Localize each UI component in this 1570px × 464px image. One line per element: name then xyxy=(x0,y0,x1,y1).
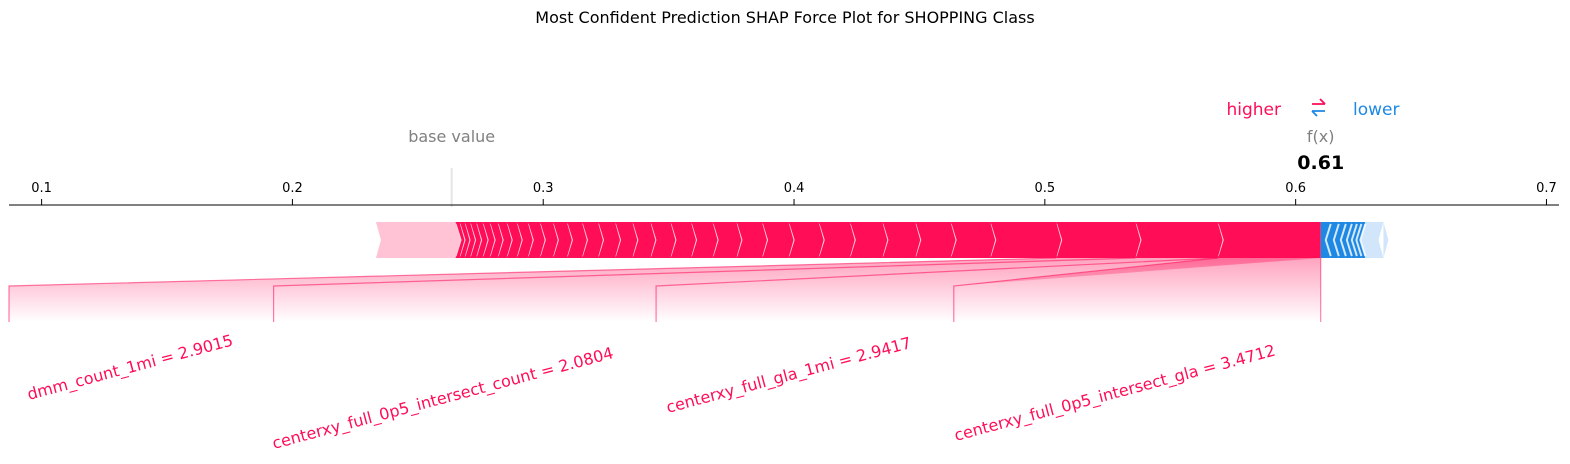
positive-bar-segment xyxy=(650,222,676,258)
connector-line xyxy=(655,257,1218,322)
feature-label: centerxy_full_gla_1mi = 2.9417 xyxy=(664,333,913,418)
connector-fade xyxy=(9,258,1136,322)
negative-bar-tip xyxy=(1383,222,1389,258)
x-tick-label: 0.7 xyxy=(1536,181,1557,196)
positive-bar-segment xyxy=(527,222,545,258)
negative-bar-separator xyxy=(1332,223,1340,257)
connector-line xyxy=(273,257,1136,322)
base-value-label: base value xyxy=(408,127,495,146)
negative-bar-separator xyxy=(1350,223,1358,257)
positive-bar-segment xyxy=(818,222,855,258)
positive-bar-segment xyxy=(506,222,522,258)
positive-bar-segment xyxy=(375,222,461,258)
positive-bar-segment xyxy=(690,222,718,258)
positive-bar-segment xyxy=(736,222,767,258)
negative-bar-separator xyxy=(1339,223,1347,257)
positive-bar-segment xyxy=(1217,222,1321,258)
negative-bar-separator xyxy=(1324,223,1332,257)
chart-title: Most Confident Prediction SHAP Force Plo… xyxy=(535,8,1034,27)
output-label: f(x) xyxy=(1307,127,1335,146)
positive-bar-segment xyxy=(882,222,921,258)
feature-label: centerxy_full_0p5_intersect_count = 2.08… xyxy=(270,343,616,454)
positive-bar-segment xyxy=(539,222,558,258)
positive-bar-segment xyxy=(1056,222,1141,258)
x-tick-label: 0.4 xyxy=(784,181,805,196)
positive-bar-segment xyxy=(614,222,638,258)
connector-fade xyxy=(953,258,1321,322)
negative-bar-segment xyxy=(1351,222,1362,258)
positive-bar-segment xyxy=(516,222,533,258)
x-axis-ticks: 0.1 0.2 0.3 0.4 0.5 0.6 0.7 xyxy=(31,181,1557,205)
positive-bar-segment xyxy=(788,222,824,258)
positive-bar-segment xyxy=(581,222,603,258)
positive-bar-segment xyxy=(1135,222,1223,258)
negative-bar-segment xyxy=(1360,222,1384,258)
positive-bar-segment xyxy=(552,222,572,258)
x-tick-label: 0.3 xyxy=(533,181,554,196)
output-value: 0.61 xyxy=(1297,152,1344,174)
positive-bar-segment xyxy=(990,222,1062,258)
x-tick-label: 0.1 xyxy=(31,181,52,196)
connector-fade xyxy=(656,258,1321,322)
feature-label: dmm_count_1mi = 2.9015 xyxy=(25,331,235,405)
negative-bar-separator xyxy=(1355,223,1363,257)
positive-bar-segment xyxy=(712,222,742,258)
feature-labels: dmm_count_1mi = 2.9015 centerxy_full_0p5_… xyxy=(25,331,1278,454)
feature-label-connectors xyxy=(8,257,1321,322)
legend-lower: lower xyxy=(1353,100,1399,120)
connector-line xyxy=(8,257,1057,322)
force-bar xyxy=(375,222,1389,258)
x-tick-label: 0.6 xyxy=(1285,181,1306,196)
x-tick-label: 0.2 xyxy=(282,181,303,196)
connector-line xyxy=(953,257,1218,322)
negative-bar-separator xyxy=(1345,223,1353,257)
feature-label: centerxy_full_0p5_intersect_gla = 3.4712 xyxy=(952,341,1278,446)
legend-higher: higher xyxy=(1226,100,1281,120)
x-tick-label: 0.5 xyxy=(1034,181,1055,196)
positive-bar-segment xyxy=(849,222,888,258)
positive-bar-segment xyxy=(670,222,696,258)
positive-bar-segment xyxy=(497,222,512,258)
positive-bar-segment xyxy=(950,222,996,258)
positive-bar-segment xyxy=(597,222,620,258)
negative-bar-separator xyxy=(1359,223,1367,257)
positive-bar-segment xyxy=(455,222,465,258)
legend-arrows-icon xyxy=(1311,98,1326,117)
positive-bar-segment xyxy=(915,222,956,258)
positive-bar-segment xyxy=(632,222,656,258)
negative-bar-segment xyxy=(1356,222,1366,258)
positive-bar-segment xyxy=(566,222,587,258)
connector-fade xyxy=(273,258,1218,322)
positive-bar-segment xyxy=(761,222,794,258)
